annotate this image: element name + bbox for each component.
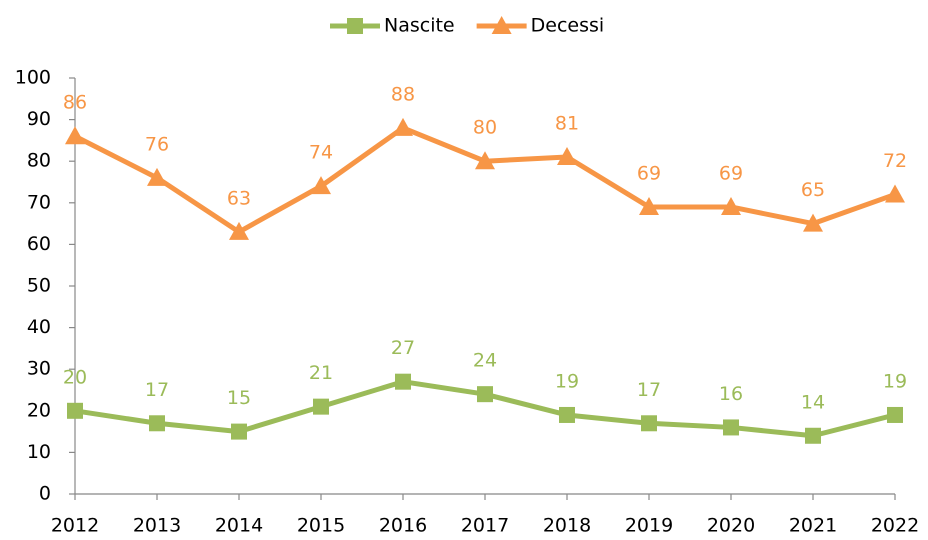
data-label: 72 bbox=[883, 150, 907, 172]
marker bbox=[803, 213, 823, 232]
data-label: 76 bbox=[145, 133, 169, 155]
data-label: 21 bbox=[309, 362, 333, 384]
data-label: 17 bbox=[145, 379, 169, 401]
legend-marker bbox=[491, 16, 512, 34]
marker bbox=[887, 406, 903, 423]
x-tick-label: 2016 bbox=[379, 515, 427, 537]
legend-label: Nascite bbox=[384, 15, 455, 37]
data-label: 19 bbox=[555, 370, 579, 392]
data-label: 69 bbox=[719, 162, 743, 184]
legend-marker bbox=[347, 18, 363, 34]
x-tick-label: 2017 bbox=[461, 515, 509, 537]
marker bbox=[639, 196, 659, 215]
data-label: 80 bbox=[473, 117, 497, 139]
x-tick-label: 2018 bbox=[543, 515, 591, 537]
marker bbox=[885, 184, 905, 203]
x-tick-label: 2022 bbox=[871, 515, 919, 537]
x-tick-label: 2019 bbox=[625, 515, 673, 537]
y-tick-label: 10 bbox=[27, 441, 51, 463]
y-tick-label: 100 bbox=[15, 67, 51, 89]
x-tick-label: 2015 bbox=[297, 515, 345, 537]
marker bbox=[65, 126, 85, 145]
marker bbox=[475, 151, 495, 170]
data-label: 65 bbox=[801, 179, 825, 201]
y-tick-label: 30 bbox=[27, 358, 51, 380]
marker bbox=[393, 117, 413, 136]
data-label: 20 bbox=[63, 366, 87, 388]
y-tick-label: 40 bbox=[27, 316, 51, 338]
marker bbox=[229, 221, 249, 240]
marker bbox=[147, 167, 167, 186]
data-label: 19 bbox=[883, 370, 907, 392]
data-label: 88 bbox=[391, 83, 415, 105]
marker bbox=[67, 402, 83, 419]
y-tick-label: 50 bbox=[27, 275, 51, 297]
marker bbox=[559, 406, 575, 423]
x-tick-label: 2014 bbox=[215, 515, 263, 537]
y-tick-label: 0 bbox=[39, 483, 51, 505]
data-label: 15 bbox=[227, 387, 251, 409]
marker bbox=[149, 415, 165, 432]
y-tick-label: 80 bbox=[27, 150, 51, 172]
y-tick-label: 70 bbox=[27, 191, 51, 213]
marker bbox=[805, 427, 821, 444]
data-label: 86 bbox=[63, 92, 87, 114]
marker bbox=[313, 398, 329, 415]
marker bbox=[641, 415, 657, 432]
data-label: 16 bbox=[719, 383, 743, 405]
legend-label: Decessi bbox=[531, 15, 605, 37]
marker bbox=[477, 386, 493, 403]
y-tick-label: 90 bbox=[27, 108, 51, 130]
y-tick-label: 60 bbox=[27, 233, 51, 255]
data-label: 69 bbox=[637, 162, 661, 184]
marker bbox=[395, 373, 411, 390]
series-line bbox=[73, 125, 896, 235]
x-tick-label: 2020 bbox=[707, 515, 755, 537]
marker bbox=[721, 196, 741, 215]
x-tick-label: 2021 bbox=[789, 515, 837, 537]
data-label: 24 bbox=[473, 350, 497, 372]
x-tick-label: 2012 bbox=[51, 515, 99, 537]
y-tick-label: 20 bbox=[27, 399, 51, 421]
data-label: 17 bbox=[637, 379, 661, 401]
marker bbox=[231, 423, 247, 440]
data-label: 63 bbox=[227, 187, 251, 209]
marker bbox=[557, 147, 577, 166]
data-label: 14 bbox=[801, 391, 825, 413]
marker bbox=[723, 419, 739, 436]
data-label: 81 bbox=[555, 113, 579, 135]
data-label: 27 bbox=[391, 337, 415, 359]
x-tick-label: 2013 bbox=[133, 515, 181, 537]
data-label: 74 bbox=[309, 142, 333, 164]
marker bbox=[311, 176, 331, 195]
